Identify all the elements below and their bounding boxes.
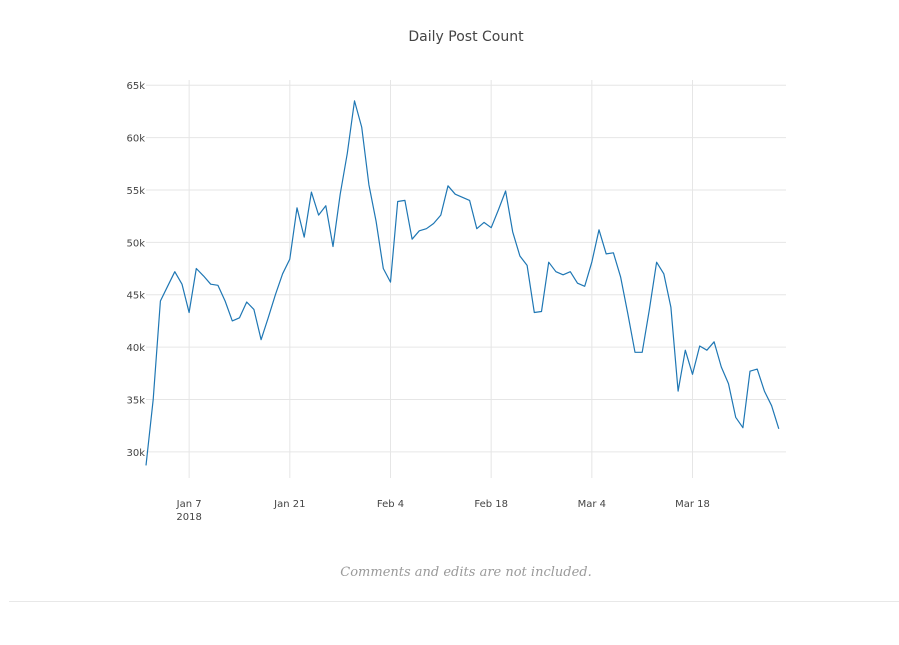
x-tick-label: Mar 4: [578, 499, 606, 510]
x-tick-label: Feb 18: [474, 499, 508, 510]
x-tick-label: Feb 4: [377, 499, 404, 510]
footer-note: Comments and edits are not included.: [340, 565, 592, 580]
y-tick-label: 35k: [126, 395, 145, 406]
y-tick-label: 40k: [126, 343, 145, 354]
y-tick-label: 50k: [126, 238, 145, 249]
y-tick-label: 55k: [126, 186, 145, 197]
y-tick-label: 65k: [126, 81, 145, 92]
grid-layer: [146, 80, 786, 478]
y-tick-label: 60k: [126, 134, 145, 145]
line-chart: Daily Post Count 30k 35k 40k 45k 50k 55k 60k 65…: [126, 29, 786, 523]
y-tick-label: 30k: [126, 448, 145, 459]
series-layer: [145, 100, 780, 466]
footer-divider: [9, 601, 899, 602]
chart-title: Daily Post Count: [408, 29, 524, 45]
x-tick-label: Mar 18: [675, 499, 710, 510]
x-tick-label: Jan 21: [273, 499, 305, 510]
axis-layer: 30k 35k 40k 45k 50k 55k 60k 65k Jan 7 2018 Jan 21 F…: [126, 81, 709, 523]
x-tick-sublabel: 2018: [176, 512, 201, 523]
x-tick-label: Jan 7: [176, 499, 202, 510]
series-line: [145, 100, 780, 466]
y-tick-label: 45k: [126, 291, 145, 302]
